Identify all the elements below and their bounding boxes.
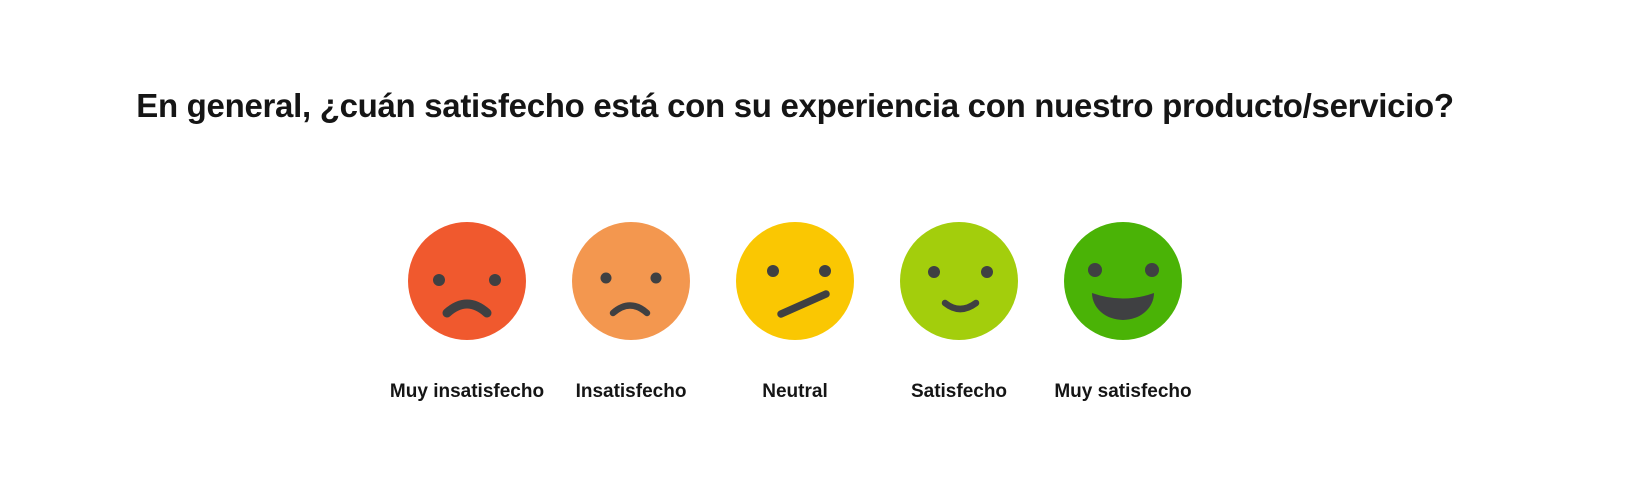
right-eye	[489, 274, 501, 287]
grin-mouth	[1092, 293, 1154, 321]
emoji-rating-scale: Muy insatisfecho Insatisfecho	[0, 222, 1612, 403]
rating-option-label: Muy insatisfecho	[389, 381, 545, 403]
very-dissatisfied-face-icon	[408, 222, 526, 341]
left-eye	[600, 272, 612, 284]
right-eye	[1145, 263, 1159, 278]
frown-mouth	[442, 299, 492, 318]
face-circle	[900, 222, 1018, 341]
dissatisfied-face-button[interactable]	[572, 222, 690, 341]
left-eye	[1088, 263, 1102, 278]
frown-mouth	[609, 302, 651, 317]
face-circle	[408, 222, 526, 341]
rating-option-label: Insatisfecho	[575, 381, 687, 403]
rating-option-very-dissatisfied: Muy insatisfecho	[385, 222, 549, 403]
face-circle	[736, 222, 854, 341]
smile-mouth	[941, 300, 980, 313]
rating-option-label: Satisfecho	[910, 381, 1008, 403]
dissatisfied-face-icon	[572, 222, 690, 341]
rating-option-label: Neutral	[762, 381, 828, 403]
rating-option-satisfied: Satisfecho	[877, 222, 1041, 403]
very-satisfied-face-button[interactable]	[1064, 222, 1182, 341]
satisfied-face-icon	[900, 222, 1018, 341]
neutral-face-button[interactable]	[736, 222, 854, 341]
slanted-mouth	[777, 290, 830, 318]
question-title: En general, ¿cuán satisfecho está con su…	[136, 87, 1454, 124]
satisfaction-survey-question: En general, ¿cuán satisfecho está con su…	[0, 87, 1612, 403]
rating-option-dissatisfied: Insatisfecho	[549, 222, 713, 403]
rating-option-neutral: Neutral	[713, 222, 877, 403]
satisfied-face-button[interactable]	[900, 222, 1018, 341]
very-satisfied-face-icon	[1064, 222, 1182, 341]
left-eye	[928, 266, 940, 279]
very-dissatisfied-face-button[interactable]	[408, 222, 526, 341]
rating-option-label: Muy satisfecho	[1054, 381, 1192, 403]
left-eye	[433, 274, 445, 287]
face-circle	[1064, 222, 1182, 341]
right-eye	[981, 266, 993, 279]
face-circle	[572, 222, 690, 341]
neutral-face-icon	[736, 222, 854, 341]
right-eye	[819, 265, 831, 278]
right-eye	[650, 272, 662, 284]
rating-option-very-satisfied: Muy satisfecho	[1041, 222, 1205, 403]
left-eye	[767, 265, 779, 278]
